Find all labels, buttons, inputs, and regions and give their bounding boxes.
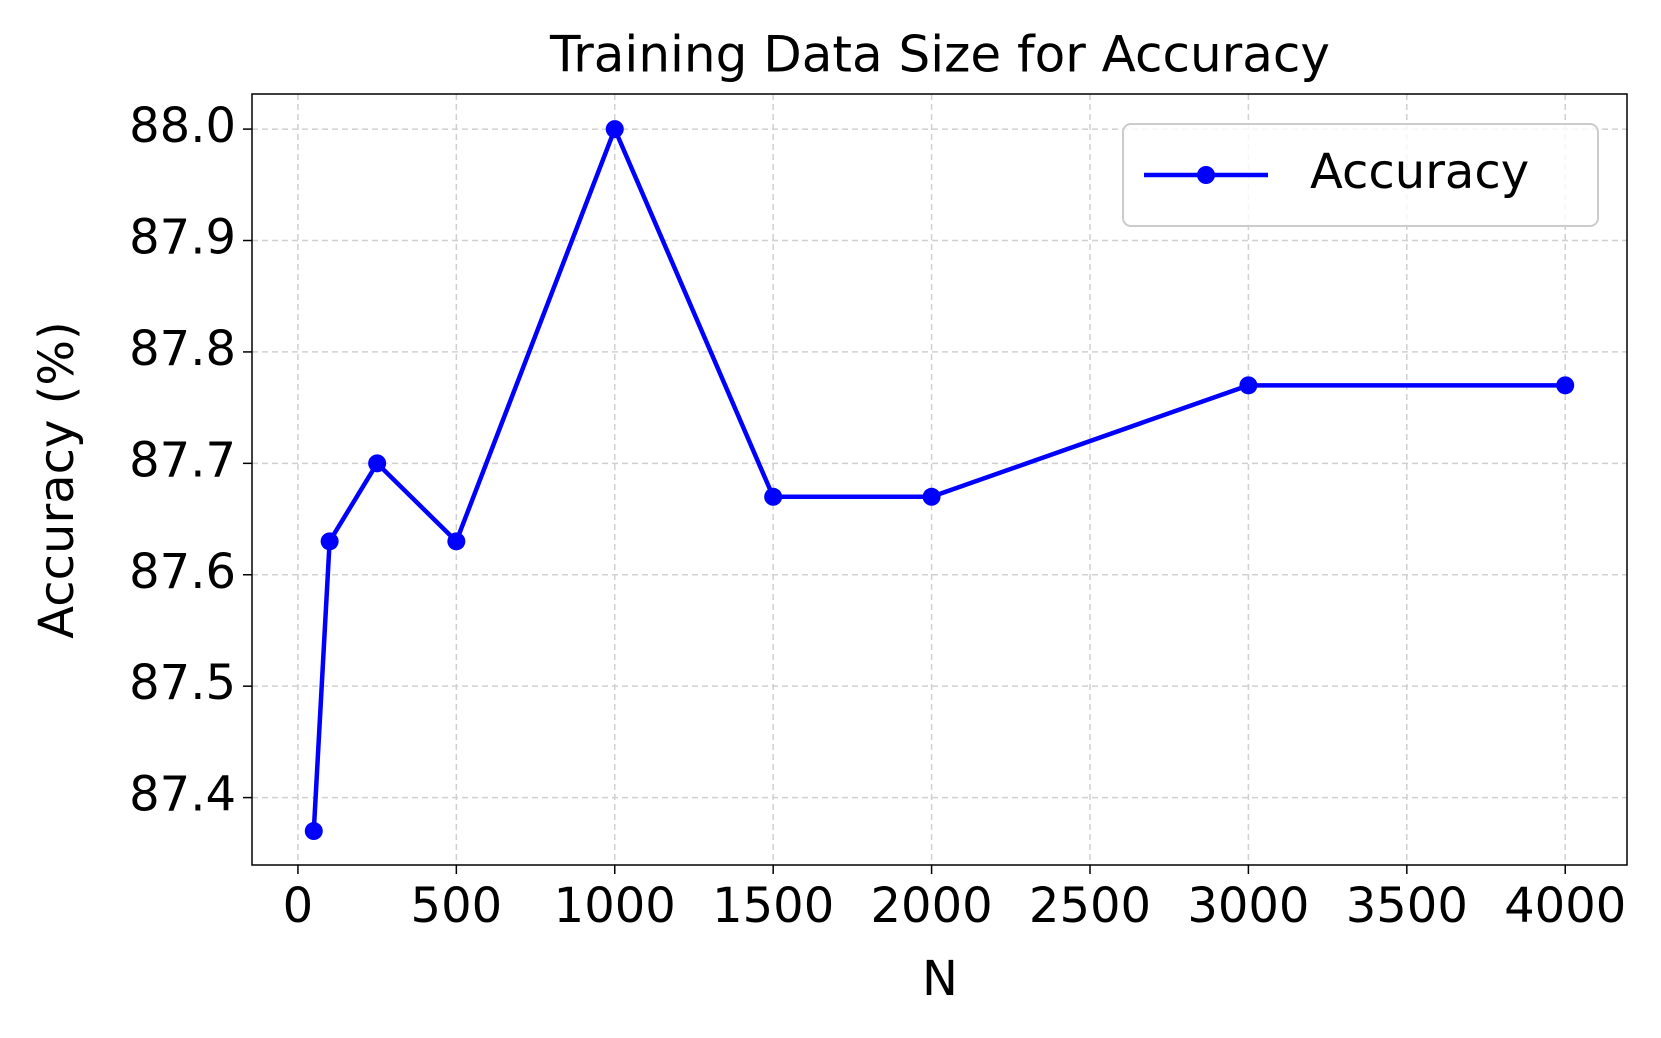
- x-tick-label: 0: [283, 878, 314, 934]
- x-tick-label: 1500: [712, 878, 834, 934]
- y-tick-label: 87.8: [129, 321, 236, 377]
- data-point: [1239, 376, 1258, 395]
- y-tick-label: 87.4: [129, 767, 236, 823]
- data-point: [922, 487, 941, 506]
- data-point: [764, 487, 783, 506]
- x-tick-label: 2500: [1029, 878, 1151, 934]
- data-point: [368, 454, 387, 473]
- y-tick-label: 87.6: [129, 544, 236, 600]
- y-axis-label: Accuracy (%): [29, 321, 85, 638]
- x-tick-label: 4000: [1504, 878, 1626, 934]
- y-tick-label: 87.9: [129, 210, 236, 266]
- y-tick-label: 87.5: [129, 655, 236, 711]
- x-tick-label: 3000: [1187, 878, 1309, 934]
- plot-frame: [251, 93, 1628, 866]
- data-point: [605, 120, 624, 139]
- data-point: [320, 532, 339, 551]
- x-tick-label: 1000: [554, 878, 676, 934]
- x-tick-label: 2000: [871, 878, 993, 934]
- x-axis-label: N: [922, 951, 958, 1007]
- data-point: [304, 822, 323, 841]
- chart-title: Training Data Size for Accuracy: [549, 26, 1330, 84]
- data-point: [447, 532, 466, 551]
- legend-marker: [1197, 166, 1215, 184]
- y-tick-label: 87.7: [129, 432, 236, 488]
- data-line: [311, 126, 1566, 832]
- x-tick-label: 3500: [1346, 878, 1468, 934]
- legend-box: [1122, 123, 1599, 227]
- x-tick-label: 500: [411, 878, 503, 934]
- y-tick-label: 88.0: [129, 98, 236, 154]
- legend-label: Accuracy: [1310, 144, 1529, 200]
- data-point: [1556, 376, 1575, 395]
